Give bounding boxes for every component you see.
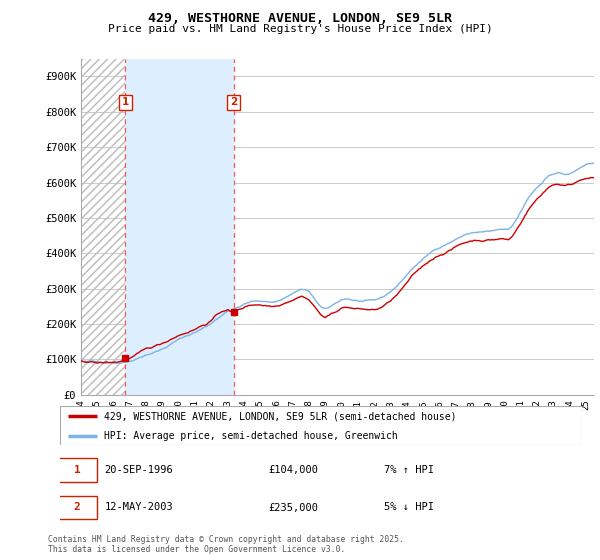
Text: 429, WESTHORNE AVENUE, LONDON, SE9 5LR (semi-detached house): 429, WESTHORNE AVENUE, LONDON, SE9 5LR (… [104, 411, 457, 421]
Text: Price paid vs. HM Land Registry's House Price Index (HPI): Price paid vs. HM Land Registry's House … [107, 24, 493, 34]
Text: 7% ↑ HPI: 7% ↑ HPI [383, 465, 434, 475]
FancyBboxPatch shape [60, 406, 582, 445]
Text: HPI: Average price, semi-detached house, Greenwich: HPI: Average price, semi-detached house,… [104, 431, 398, 441]
FancyBboxPatch shape [58, 458, 97, 482]
Text: 2: 2 [230, 97, 237, 108]
Text: 5% ↓ HPI: 5% ↓ HPI [383, 502, 434, 512]
Text: £104,000: £104,000 [269, 465, 319, 475]
Bar [125, 59, 233, 395]
Text: 1: 1 [74, 465, 80, 475]
Text: £235,000: £235,000 [269, 502, 319, 512]
Text: 12-MAY-2003: 12-MAY-2003 [104, 502, 173, 512]
Text: 1: 1 [122, 97, 129, 108]
Text: Contains HM Land Registry data © Crown copyright and database right 2025.
This d: Contains HM Land Registry data © Crown c… [48, 535, 404, 554]
Text: 20-SEP-1996: 20-SEP-1996 [104, 465, 173, 475]
Text: 429, WESTHORNE AVENUE, LONDON, SE9 5LR: 429, WESTHORNE AVENUE, LONDON, SE9 5LR [148, 12, 452, 25]
FancyBboxPatch shape [58, 496, 97, 520]
Text: 2: 2 [74, 502, 80, 512]
